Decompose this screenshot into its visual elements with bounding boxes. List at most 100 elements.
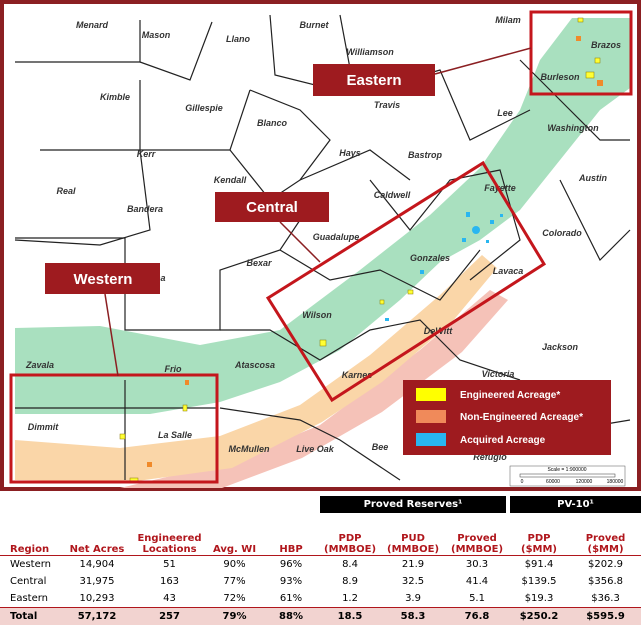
legend-swatch: [416, 433, 446, 446]
scale-tick-label: 180000: [607, 479, 624, 485]
callout-box: [45, 263, 160, 294]
table-cell: Eastern: [10, 593, 49, 604]
region-label: Central: [246, 199, 298, 216]
table-cell: PUD (MMBOE): [380, 513, 447, 556]
county-label: Menard: [76, 20, 109, 30]
county-label: Llano: [226, 34, 251, 44]
county-label: Fayette: [484, 183, 516, 193]
data-row: Central 31,975 163 77% 93% 8.9 32.5 41.4 $139.5 $…: [0, 573, 641, 590]
county-label: Lavaca: [493, 266, 524, 276]
legend-swatch: [416, 410, 446, 423]
scale-tick-label: 120000: [576, 479, 593, 485]
region-label: Eastern: [346, 72, 401, 89]
data-row: Western 14,904 51 90% 96% 8.4 21.9 30.3 $91.4 $20…: [0, 556, 641, 574]
county-label: Real: [56, 186, 76, 196]
table-cell: 61%: [279, 593, 303, 604]
table-cell: 163: [159, 576, 180, 587]
table-cell: $202.9: [588, 559, 624, 570]
table-cell: 77%: [223, 576, 246, 587]
table-cell: 43: [163, 593, 176, 604]
table-cell: Avg. WI: [207, 513, 262, 556]
table-cell: $250.2: [508, 607, 571, 625]
county-label: Blanco: [257, 118, 288, 128]
table-cell: 14,904: [79, 559, 115, 570]
scale-ruler: [519, 473, 616, 478]
table-cell: PDP ($MM): [508, 513, 571, 556]
table-cell: 72%: [223, 593, 246, 604]
county-label: Refugio: [473, 452, 507, 462]
scale-tick-label: 0: [521, 479, 524, 485]
table-cell: 30.3: [465, 559, 489, 570]
table-cell: PV-10¹: [508, 496, 641, 513]
scale-label: Scale = 1:900000: [547, 467, 586, 473]
table-cell: 8.9: [342, 576, 358, 587]
county-label: Bastrop: [408, 150, 443, 160]
county-label: Gillespie: [185, 103, 223, 113]
table-cell: 58.3: [380, 607, 447, 625]
county-label: Karnes: [342, 370, 373, 380]
county-label: Guadalupe: [313, 232, 360, 242]
reserves-table: Proved Reserves¹ PV-10¹ Region Net Acres Eng…: [0, 496, 641, 625]
table-cell: $19.3: [524, 593, 554, 604]
county-label: Bexar: [246, 258, 272, 268]
county-label: Gonzales: [410, 253, 450, 263]
region-label: Western: [74, 271, 133, 288]
county-label: Bandera: [127, 204, 163, 214]
table-cell: 51: [163, 559, 176, 570]
table-cell: $356.8: [588, 576, 624, 587]
county-label: La Salle: [158, 430, 192, 440]
orange-band: [15, 255, 497, 482]
county-label: Kerr: [137, 149, 156, 159]
county-label: Kendall: [214, 175, 247, 185]
legend-label: Acquired Acreage: [460, 435, 546, 446]
county-label: Mason: [142, 30, 171, 40]
county-label: Travis: [374, 100, 400, 110]
county-label: Burleson: [540, 72, 580, 82]
table-cell: $36.3: [591, 593, 620, 604]
legend-label: Engineered Acreage*: [460, 390, 560, 401]
table-cell: 32.5: [401, 576, 425, 587]
table-cell: 90%: [223, 559, 246, 570]
table-cell: $139.5: [521, 576, 557, 587]
county-label: Dimmit: [28, 422, 60, 432]
table-cell: $595.9: [570, 607, 641, 625]
acquired-acreage: [385, 212, 503, 321]
pink-band: [120, 290, 508, 488]
table-cell: 21.9: [401, 559, 425, 570]
table-cell: 76.8: [446, 607, 509, 625]
table-cell: 57,172: [62, 607, 132, 625]
table-cell: 93%: [279, 576, 303, 587]
county-label: McMullen: [228, 444, 270, 454]
table-cell: 88%: [262, 607, 321, 625]
region-boxes: [9, 10, 633, 484]
table-cell: Region: [0, 513, 62, 556]
table-cell: Proved Reserves¹: [320, 496, 511, 513]
table-cell: Proved (MMBOE): [446, 513, 509, 556]
callout-box: [215, 192, 329, 222]
county-label: Burnet: [300, 20, 330, 30]
callout-box: [313, 64, 435, 96]
county-label: Milam: [495, 15, 521, 25]
legend-swatch: [416, 388, 446, 401]
callout-arrows: [104, 47, 532, 377]
county-label: Caldwell: [374, 190, 411, 200]
table-cell: Central: [10, 576, 47, 587]
table-cell: 1.2: [342, 593, 358, 604]
scale-bar: [509, 465, 626, 487]
table-cell: Total: [0, 607, 62, 625]
table-cell: 3.9: [405, 593, 421, 604]
table-cell: 8.4: [342, 559, 358, 570]
county-label: Atascosa: [234, 360, 275, 370]
table-cell: 5.1: [469, 593, 485, 604]
county-label: Lee: [497, 108, 513, 118]
county-label: Zavala: [25, 360, 54, 370]
county-label: Austin: [578, 173, 608, 183]
table-cell: 79%: [207, 607, 262, 625]
county-label: Jackson: [542, 342, 579, 352]
table-cell: 10,293: [79, 593, 115, 604]
table-cell: Western: [10, 559, 52, 570]
table-cell: [0, 496, 320, 513]
table-cell: 41.4: [465, 576, 489, 587]
scale-tick-label: 60000: [546, 479, 560, 485]
group-header-row: Proved Reserves¹ PV-10¹: [0, 496, 641, 513]
